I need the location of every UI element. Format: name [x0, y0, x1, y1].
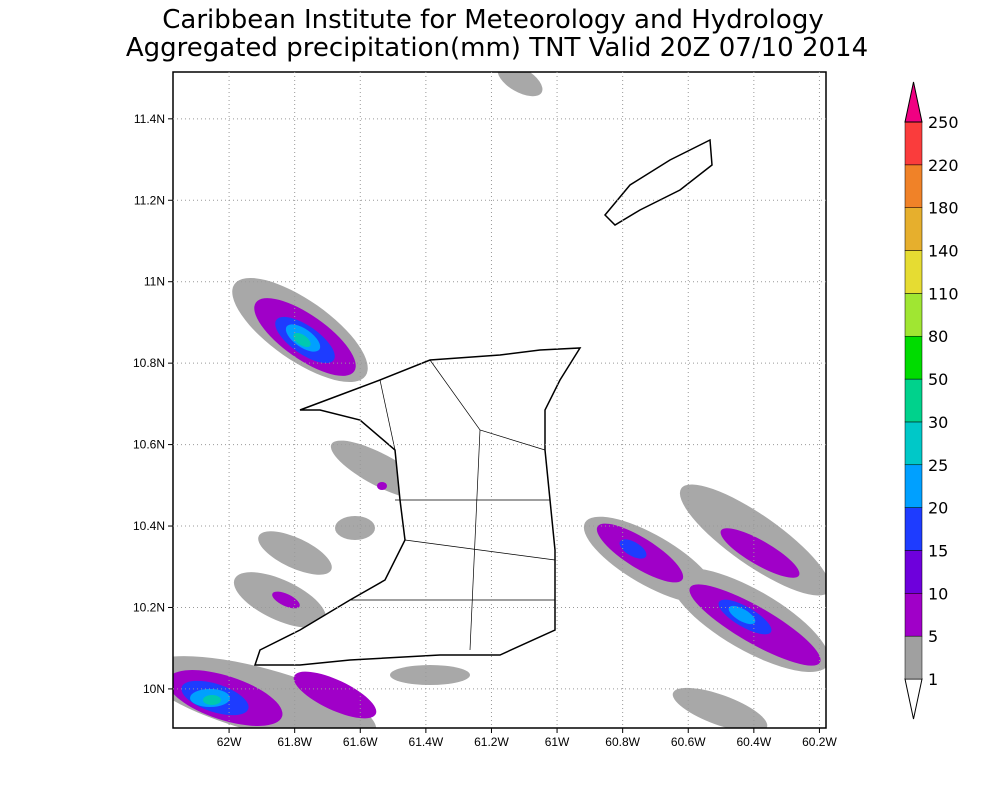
- colorbar-label: 250: [928, 113, 959, 132]
- x-tick-label: 61W: [545, 735, 570, 749]
- colorbar-segment: [904, 421, 923, 466]
- colorbar-over: [904, 81, 923, 123]
- colorbar-label: 25: [928, 456, 948, 475]
- y-tick-label: 10.2N: [133, 600, 165, 614]
- y-tick-label: 10.4N: [133, 519, 165, 533]
- colorbar-label: 15: [928, 541, 948, 560]
- y-tick-label: 11.2N: [134, 193, 165, 207]
- colorbar-segment: [904, 335, 923, 380]
- colorbar-label: 80: [928, 327, 948, 346]
- colorbar-label: 20: [928, 499, 948, 518]
- colorbar-segment: [904, 593, 923, 637]
- y-tick-label: 11N: [144, 275, 165, 289]
- subtitle: Aggregated precipitation(mm) TNT Valid 2…: [126, 33, 868, 63]
- x-tick-label: 61.2W: [474, 735, 509, 749]
- x-tick-label: 62W: [217, 735, 242, 749]
- colorbar-segment: [904, 250, 923, 294]
- colorbar-segment: [904, 164, 923, 208]
- colorbar-label: 140: [928, 242, 959, 261]
- x-tick-label: 60.2W: [802, 735, 837, 749]
- y-tick-label: 10N: [143, 682, 165, 696]
- colorbar-segment: [904, 550, 923, 594]
- colorbar-label: 5: [928, 627, 938, 646]
- colorbar-label: 30: [928, 413, 948, 432]
- colorbar-segment: [904, 121, 923, 166]
- y-tick-label: 11.4N: [134, 112, 165, 126]
- x-tick-label: 60.8W: [605, 735, 640, 749]
- x-tick-label: 60.4W: [737, 735, 772, 749]
- precip-field: [173, 72, 826, 728]
- colorbar-segment: [904, 635, 923, 680]
- colorbar-label: 110: [928, 284, 959, 303]
- x-tick-label: 60.6W: [671, 735, 706, 749]
- colorbar-label: 50: [928, 370, 948, 389]
- colorbar-segment: [904, 293, 923, 337]
- map-frame: [172, 71, 827, 729]
- colorbar-label: 180: [928, 199, 959, 218]
- title: Caribbean Institute for Meteorology and …: [162, 5, 823, 35]
- y-tick-label: 10.8N: [133, 356, 165, 370]
- colorbar-segment: [904, 378, 923, 423]
- x-tick-label: 61.4W: [409, 735, 444, 749]
- colorbar-segment: [904, 507, 923, 551]
- colorbar-label: 220: [928, 156, 959, 175]
- colorbar-label: 10: [928, 584, 948, 603]
- coastline: [253, 138, 713, 666]
- x-tick-label: 61.8W: [277, 735, 312, 749]
- colorbar-segment: [904, 207, 923, 251]
- x-tick-label: 61.6W: [343, 735, 378, 749]
- colorbar-segment: [904, 464, 923, 508]
- colorbar-label: 1: [928, 670, 938, 689]
- colorbar-under: [904, 678, 923, 720]
- y-tick-label: 10.6N: [133, 438, 165, 452]
